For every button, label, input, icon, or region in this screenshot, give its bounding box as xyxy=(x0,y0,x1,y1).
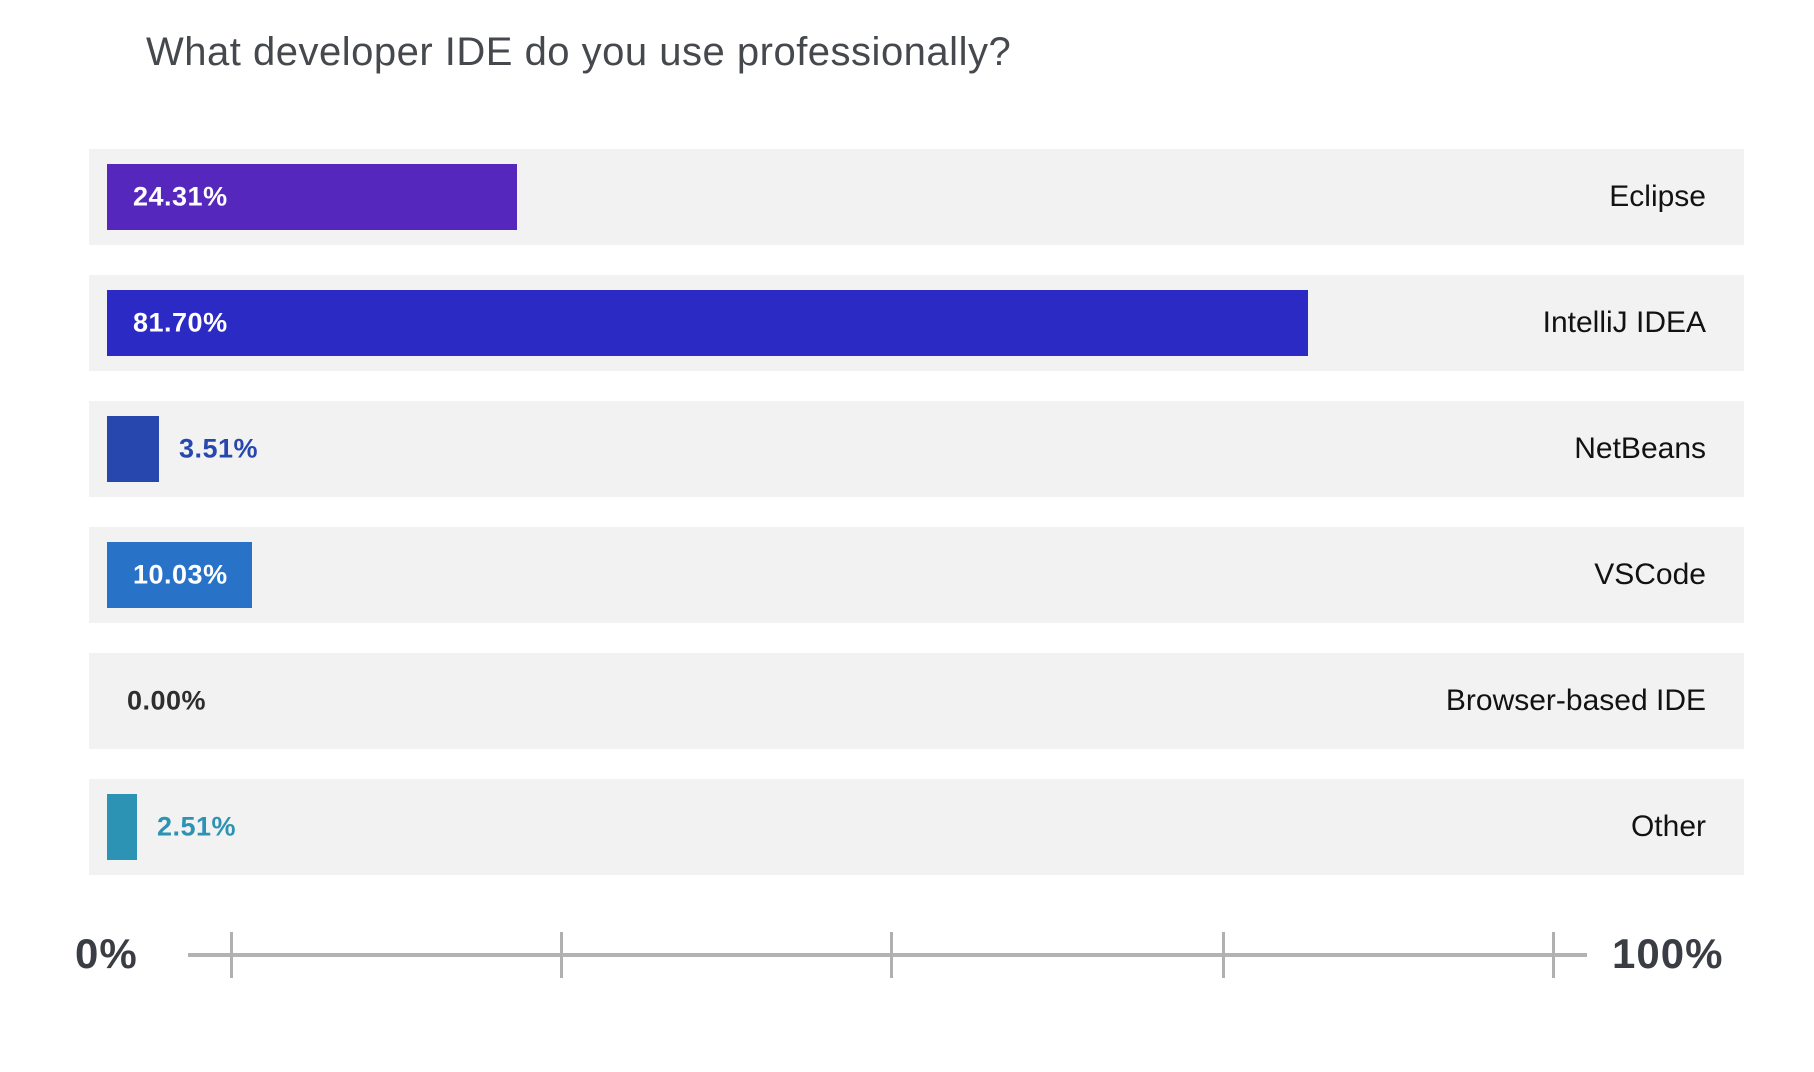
bar-segment xyxy=(107,794,137,860)
x-axis-line xyxy=(188,932,1587,978)
category-label: VSCode xyxy=(1594,558,1706,591)
bar-segment xyxy=(107,416,159,482)
chart-title: What developer IDE do you use profession… xyxy=(146,30,1012,74)
axis-tick-mark xyxy=(229,932,233,978)
bar-rows-container: 24.31% Eclipse 81.70% IntelliJ IDEA 3.51% Net… xyxy=(89,149,1744,905)
bar-segment xyxy=(107,542,252,608)
chart-row: 0.00% Browser-based IDE xyxy=(89,653,1744,749)
value-label: 0.00% xyxy=(127,685,207,716)
chart-row: 3.51% NetBeans xyxy=(89,401,1744,497)
category-label: Eclipse xyxy=(1609,180,1706,213)
value-label: 2.51% xyxy=(157,811,237,842)
value-label: 10.03% xyxy=(133,559,228,590)
axis-tick-mark xyxy=(1552,932,1556,978)
chart-row: 81.70% IntelliJ IDEA xyxy=(89,275,1744,371)
axis-min-label: 0% xyxy=(75,930,138,977)
chart-row: 24.31% Eclipse xyxy=(89,149,1744,245)
bar-segment xyxy=(107,290,1308,356)
category-label: NetBeans xyxy=(1574,432,1706,465)
chart-row: 10.03% VSCode xyxy=(89,527,1744,623)
value-label: 81.70% xyxy=(133,307,228,338)
category-label: Other xyxy=(1630,810,1706,843)
axis-tick-mark xyxy=(1221,932,1225,978)
category-label: IntelliJ IDEA xyxy=(1542,306,1706,339)
value-label: 24.31% xyxy=(133,181,228,212)
bar-segment xyxy=(107,164,517,230)
value-label: 3.51% xyxy=(179,433,259,464)
axis-tick-mark xyxy=(560,932,564,978)
category-label: Browser-based IDE xyxy=(1445,684,1706,717)
axis-tick-mark xyxy=(890,932,894,978)
axis-max-label: 100% xyxy=(1612,930,1724,977)
chart-row: 2.51% Other xyxy=(89,779,1744,875)
